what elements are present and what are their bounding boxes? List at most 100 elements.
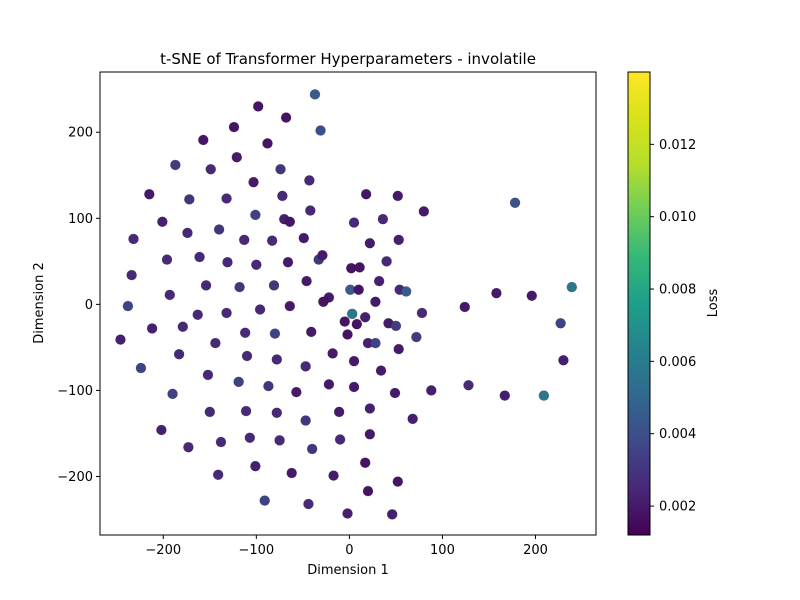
- scatter-point: [291, 386, 302, 398]
- scatter-point: [244, 432, 256, 444]
- scatter-point: [184, 194, 195, 205]
- scatter-point: [251, 259, 262, 271]
- y-axis-label: Dimension 2: [32, 262, 47, 344]
- scatter-point: [459, 301, 471, 313]
- scatter-point: [156, 424, 167, 436]
- scatter-point: [392, 476, 404, 487]
- x-tick-label: −100: [238, 543, 274, 558]
- scatter-point: [373, 275, 385, 287]
- scatter-point: [192, 309, 204, 320]
- scatter-point: [228, 121, 240, 133]
- scatter-point: [115, 334, 126, 345]
- scatter-point: [238, 234, 250, 246]
- x-tick-label: 200: [523, 543, 548, 558]
- scatter-point: [300, 361, 311, 372]
- scatter-point: [173, 348, 185, 360]
- scatter-point: [254, 304, 266, 315]
- scatter-point: [301, 275, 312, 287]
- scatter-point: [167, 388, 178, 400]
- scatter-point: [364, 403, 376, 414]
- scatter-point: [204, 406, 216, 418]
- scatter-point: [284, 300, 296, 312]
- colorbar-label: Loss: [706, 289, 721, 318]
- y-tick-label: 100: [68, 212, 93, 227]
- y-tick-label: 0: [85, 298, 93, 313]
- scatter-point: [128, 233, 139, 245]
- scatter-point: [354, 262, 365, 273]
- scatter-point: [334, 434, 346, 445]
- x-tick-label: −200: [145, 543, 181, 558]
- scatter-point: [271, 354, 283, 365]
- scatter-point: [212, 469, 224, 481]
- scatter-point: [342, 508, 353, 519]
- y-axis-ticks: −200 −100 0 100 200: [57, 126, 100, 485]
- scatter-point: [509, 197, 521, 209]
- scatter-point: [362, 485, 374, 497]
- scatter-point: [122, 300, 134, 312]
- scatter-point: [241, 350, 253, 362]
- scatter-point: [239, 327, 251, 339]
- scatter-point: [250, 460, 261, 472]
- scatter-point: [315, 125, 326, 136]
- scatter-point: [411, 331, 422, 343]
- scatter-point: [298, 232, 310, 244]
- scatter-point: [252, 101, 264, 112]
- scatter-point: [164, 289, 176, 301]
- scatter-point: [268, 280, 280, 291]
- y-tick-label: −100: [57, 384, 93, 399]
- scatter-point: [231, 151, 243, 163]
- scatter-point: [499, 390, 511, 401]
- scatter-point: [250, 209, 261, 221]
- colorbar-tick-label: 0.004: [659, 427, 696, 442]
- scatter-point: [342, 329, 353, 340]
- scatter-point: [277, 190, 288, 202]
- scatter-point: [323, 379, 335, 390]
- scatter-point: [389, 387, 401, 399]
- scatter-point: [197, 134, 209, 146]
- scatter-point: [306, 443, 318, 455]
- scatter-point: [327, 348, 338, 359]
- scatter-point: [221, 193, 232, 204]
- scatter-point: [309, 89, 321, 100]
- scatter-point: [317, 250, 328, 261]
- colorbar-tick-label: 0.010: [659, 210, 696, 225]
- scatter-point: [274, 435, 285, 446]
- scatter-point: [370, 296, 381, 308]
- scatter-point: [558, 354, 569, 366]
- scatter-point: [210, 337, 221, 349]
- scatter-point: [348, 355, 360, 367]
- colorbar-tick-label: 0.008: [659, 283, 696, 298]
- scatter-point: [135, 362, 147, 374]
- x-axis-ticks: −200 −100 0 100 200: [145, 535, 548, 558]
- scatter-point: [386, 509, 398, 520]
- scatter-point: [526, 290, 538, 302]
- scatter-point: [183, 441, 194, 453]
- scatter-point: [377, 213, 389, 225]
- colorbar: [628, 72, 650, 535]
- scatter-point: [418, 206, 430, 217]
- chart-title: t-SNE of Transformer Hyperparameters - i…: [160, 50, 536, 68]
- scatter-point: [359, 457, 371, 469]
- plot-frame: [99, 71, 597, 536]
- scatter-point: [205, 163, 217, 175]
- colorbar-ticks: 0.002 0.004 0.006 0.008 0.010 0.012: [650, 138, 696, 515]
- points-layer: [115, 89, 578, 520]
- scatter-point: [351, 318, 363, 330]
- scatter-point: [333, 406, 345, 418]
- scatter-point: [364, 429, 376, 440]
- scatter-point: [370, 337, 381, 349]
- scatter-point: [305, 326, 317, 338]
- scatter-point: [157, 216, 168, 228]
- scatter-point: [284, 216, 296, 228]
- scatter-point: [194, 251, 205, 263]
- scatter-point: [416, 307, 428, 319]
- scatter-point: [161, 254, 173, 265]
- scatter-point: [200, 280, 212, 291]
- scatter-point: [393, 234, 405, 246]
- scatter-point: [346, 308, 358, 320]
- scatter-point: [170, 159, 181, 171]
- scatter-point: [182, 227, 193, 239]
- colorbar-tick-label: 0.012: [659, 138, 696, 153]
- x-tick-label: 0: [345, 543, 353, 558]
- scatter-point: [286, 467, 297, 479]
